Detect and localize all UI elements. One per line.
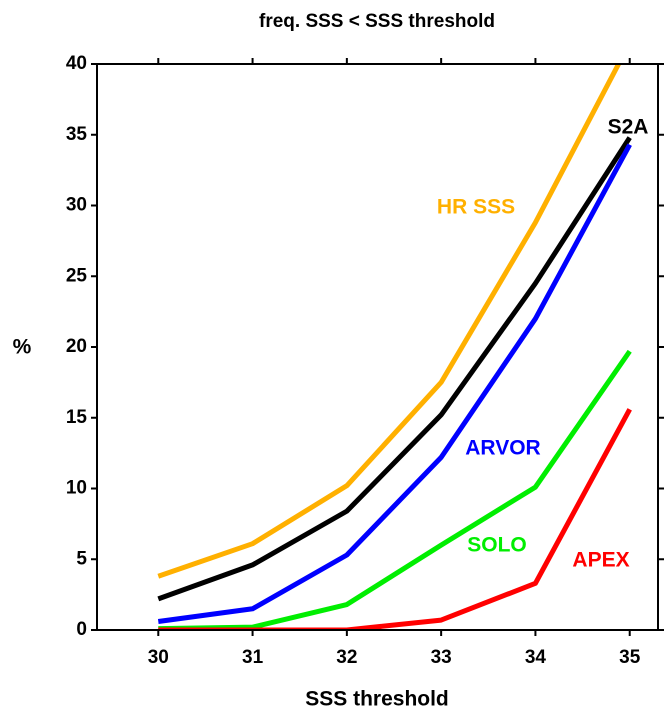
x-tick-label: 32	[336, 647, 357, 668]
y-tick-label: 0	[76, 619, 87, 640]
y-tick-label: 5	[76, 548, 87, 569]
series-label: APEX	[572, 549, 629, 572]
plot-lines	[157, 64, 632, 630]
series-line	[157, 143, 632, 624]
chart-title: freq. SSS < SSS threshold	[259, 11, 495, 32]
series-line	[158, 349, 632, 630]
x-tick-label: 33	[431, 647, 452, 668]
y-tick-label: 20	[66, 336, 87, 357]
x-tick-label: 30	[148, 647, 169, 668]
series-label: HR SSS	[437, 196, 515, 219]
series-label: SOLO	[467, 534, 527, 557]
series-line	[158, 408, 632, 630]
series-label: S2A	[608, 116, 649, 139]
y-tick-label: 30	[66, 195, 87, 216]
series-line	[157, 64, 622, 579]
series-line	[157, 136, 632, 602]
y-tick-label: 35	[66, 124, 88, 145]
series-label: ARVOR	[465, 437, 540, 460]
y-axis-label: %	[13, 336, 32, 359]
plot-frame	[96, 63, 659, 631]
y-tick-label: 40	[66, 53, 87, 74]
x-tick-label: 34	[525, 647, 547, 668]
x-tick-label: 35	[619, 647, 641, 668]
x-tick-label: 31	[242, 647, 264, 668]
y-tick-label: 25	[66, 265, 88, 286]
y-tick-label: 15	[66, 407, 88, 428]
y-tick-label: 10	[66, 478, 87, 499]
x-axis-label: SSS threshold	[305, 688, 449, 711]
